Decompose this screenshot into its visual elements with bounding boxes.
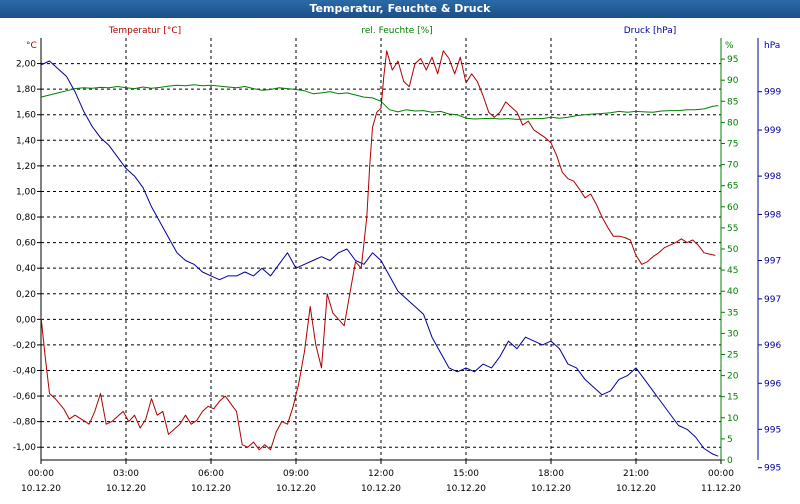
humidity-tick-label: 95: [727, 55, 738, 65]
x-tick-time-label: 06:00: [198, 469, 224, 479]
humidity-series-line: [40, 84, 719, 120]
temperature-unit-label: °C: [26, 41, 37, 51]
temperature-tick-label: 1,40: [16, 136, 36, 146]
temperature-tick-label: 0,40: [16, 264, 36, 274]
humidity-tick-label: 5: [727, 435, 733, 445]
temperature-tick-label: 1,60: [16, 111, 36, 121]
pressure-axis-title: Druck [hPa]: [624, 26, 677, 36]
humidity-unit-label: %: [725, 41, 734, 51]
temperature-tick-label: -0,20: [13, 341, 37, 351]
x-tick-time-label: 15:00: [453, 469, 479, 479]
humidity-tick-label: 45: [727, 266, 738, 276]
x-tick-date-label: 10.12.20: [106, 484, 146, 494]
series-lines: [40, 50, 719, 457]
x-tick-time-label: 18:00: [538, 469, 564, 479]
x-tick-time-label: 09:00: [283, 469, 309, 479]
chart-svg: 00:00 10.12.20 03:00 10.12.20 06:00 10.12.20 0…: [13, 26, 782, 494]
x-tick-date-label: 10.12.20: [446, 484, 486, 494]
temperature-tick-label: 0,60: [16, 239, 36, 249]
pressure-tick-label: 999: [764, 126, 781, 136]
pressure-tick-label: 995: [764, 425, 781, 435]
humidity-tick-label: 60: [727, 203, 739, 213]
temperature-tick-label: -0,40: [13, 366, 37, 376]
humidity-tick-label: 30: [727, 329, 739, 339]
humidity-tick-label: 20: [727, 372, 739, 382]
humidity-tick-label: 65: [727, 182, 738, 192]
temperature-tick-label: -1,00: [13, 443, 37, 453]
humidity-tick-label: 40: [727, 287, 739, 297]
humidity-axis-title: rel. Feuchte [%]: [361, 26, 432, 36]
pressure-tick-label: 999: [764, 88, 781, 98]
x-tick-date-label: 10.12.20: [191, 484, 231, 494]
x-tick-time-label: 21:00: [623, 469, 649, 479]
temperature-tick-label: -0,60: [13, 392, 37, 402]
pressure-tick-label: 997: [764, 257, 781, 267]
temperature-tick-label: 1,20: [16, 162, 36, 172]
humidity-tick-label: 85: [727, 97, 738, 107]
temperature-tick-label: -0,80: [13, 418, 37, 428]
axis-labels: 00:00 10.12.20 03:00 10.12.20 06:00 10.12.20 0…: [13, 26, 782, 494]
x-tick-date-label: 10.12.20: [21, 484, 61, 494]
x-tick-time-label: 12:00: [368, 469, 394, 479]
pressure-tick-label: 998: [764, 172, 781, 182]
humidity-tick-label: 55: [727, 224, 738, 234]
x-tick-date-label: 11.12.20: [701, 484, 741, 494]
humidity-tick-label: 15: [727, 393, 738, 403]
temperature-tick-label: 1,00: [16, 187, 36, 197]
x-tick-date-label: 10.12.20: [616, 484, 656, 494]
grid: [40, 38, 722, 460]
humidity-tick-label: 90: [727, 76, 739, 86]
x-tick-time-label: 00:00: [708, 469, 734, 479]
x-tick-date-label: 10.12.20: [361, 484, 401, 494]
axes: [37, 58, 762, 469]
temperature-axis-title: Temperatur [°C]: [108, 26, 181, 36]
pressure-tick-label: 996: [764, 379, 781, 389]
temperature-tick-label: 0,00: [16, 315, 36, 325]
pressure-unit-label: hPa: [764, 41, 780, 51]
humidity-tick-label: 35: [727, 308, 738, 318]
humidity-tick-label: 25: [727, 351, 738, 361]
pressure-tick-label: 996: [764, 341, 781, 351]
x-tick-date-label: 10.12.20: [531, 484, 571, 494]
x-tick-time-label: 03:00: [113, 469, 139, 479]
temperature-tick-label: 2,00: [16, 60, 36, 70]
humidity-tick-label: 10: [727, 414, 739, 424]
temperature-series-line: [40, 50, 716, 451]
pressure-tick-label: 998: [764, 210, 781, 220]
humidity-tick-label: 0: [727, 456, 733, 466]
humidity-tick-label: 80: [727, 118, 739, 128]
pressure-tick-label: 997: [764, 295, 781, 305]
temperature-tick-label: 0,20: [16, 290, 36, 300]
chart-area: 00:00 10.12.20 03:00 10.12.20 06:00 10.12.20 0…: [0, 18, 800, 500]
x-tick-date-label: 10.12.20: [276, 484, 316, 494]
humidity-tick-label: 75: [727, 140, 738, 150]
chart-title-bar: Temperatur, Feuchte & Druck: [0, 0, 800, 18]
temperature-tick-label: 1,80: [16, 85, 36, 95]
humidity-tick-label: 70: [727, 161, 739, 171]
plot-frame: [40, 38, 759, 461]
pressure-series-line: [40, 60, 719, 457]
x-tick-time-label: 00:00: [28, 469, 54, 479]
pressure-tick-label: 995: [764, 464, 781, 474]
humidity-tick-label: 50: [727, 245, 739, 255]
temperature-tick-label: 0,80: [16, 213, 36, 223]
